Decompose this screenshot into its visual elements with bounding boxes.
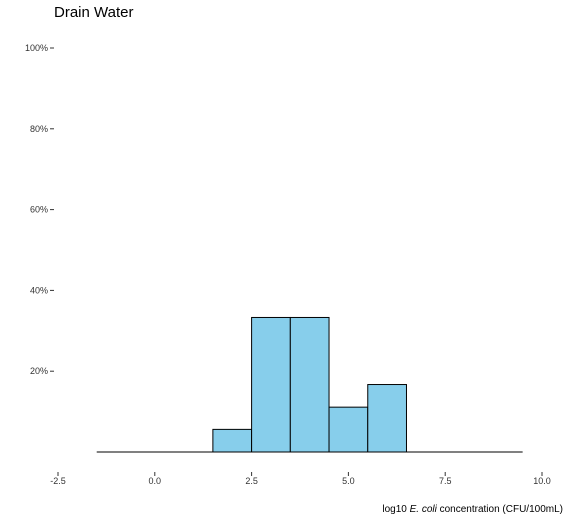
x-axis: -2.5 0.0 2.5 5.0 7.5 10.0 [50,472,551,486]
histogram-bar [289,316,330,453]
y-tick-label: 80% [30,124,48,134]
x-axis-label-organism: E. coli [410,504,438,515]
histogram-bar [367,384,407,453]
chart-title: Drain Water [54,4,133,21]
x-axis-label: log10 E. coli concentration (CFU/100mL) [382,504,563,515]
x-axis-label-suffix: concentration (CFU/100mL) [437,504,563,515]
y-axis: 20% 40% 60% 80% 100% [25,43,54,376]
y-tick-label: 20% [30,366,48,376]
histogram-bars [212,316,407,453]
x-tick-label: 0.0 [149,476,162,486]
histogram-bar [212,428,253,453]
x-tick-label: 2.5 [245,476,258,486]
y-tick-label: 100% [25,43,48,53]
y-tick-label: 60% [30,205,48,215]
histogram-bar [251,316,291,453]
x-tick-label: 7.5 [439,476,452,486]
histogram-bar [328,406,369,453]
x-tick-label: -2.5 [50,476,66,486]
x-axis-label-prefix: log10 [382,504,409,515]
x-tick-label: 10.0 [533,476,551,486]
x-tick-label: 5.0 [342,476,355,486]
y-tick-label: 40% [30,285,48,295]
